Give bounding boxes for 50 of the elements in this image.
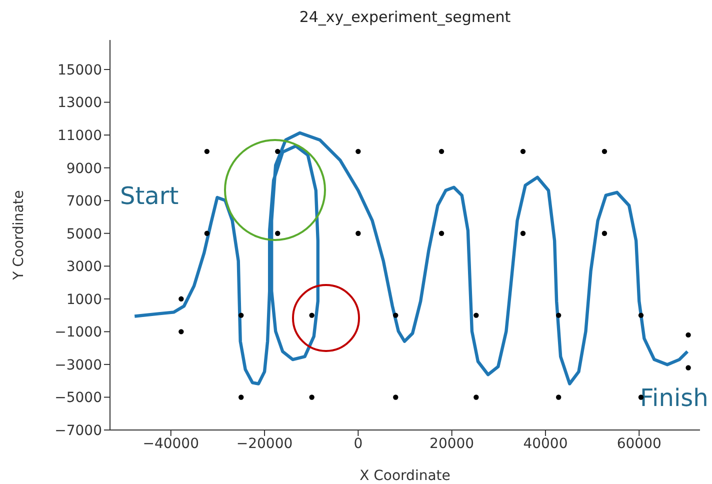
point	[520, 230, 526, 236]
chart-title: 24_xy_experiment_segment	[298, 8, 512, 26]
point	[356, 148, 361, 154]
point	[556, 312, 562, 318]
y-tick-label: −1000	[54, 324, 102, 341]
point	[474, 394, 479, 400]
point	[178, 296, 184, 302]
y-tick-label: 13000	[57, 95, 102, 112]
point	[238, 312, 244, 318]
point	[438, 148, 444, 154]
annotation: Finish	[640, 384, 708, 412]
point	[602, 148, 608, 154]
y-tick-label: 5000	[66, 226, 102, 242]
annotation: Start	[120, 182, 179, 210]
y-tick-label: −7000	[54, 422, 102, 439]
x-tick-label: −20000	[236, 436, 293, 452]
point	[309, 394, 314, 400]
point	[178, 329, 184, 334]
y-tick-label: 15000	[57, 62, 102, 78]
point	[638, 312, 644, 318]
y-tick-label: 9000	[66, 160, 102, 177]
point	[238, 394, 244, 400]
point	[686, 365, 691, 370]
y-tick-label: −3000	[54, 357, 102, 374]
point	[438, 230, 444, 236]
x-axis-title: X Coordinate	[360, 468, 450, 484]
point	[393, 312, 398, 318]
point	[275, 230, 280, 236]
point	[204, 230, 210, 236]
y-tick-label: 11000	[57, 128, 102, 144]
y-tick-label: 3000	[66, 259, 102, 276]
point	[474, 312, 479, 318]
x-tick-label: 60000	[616, 436, 662, 452]
point	[204, 148, 210, 154]
point	[556, 394, 562, 400]
point	[309, 312, 314, 318]
point	[520, 148, 526, 154]
y-tick-label: 7000	[66, 194, 102, 210]
x-tick-label: −40000	[142, 436, 200, 452]
y-tick-label: −5000	[54, 390, 102, 406]
x-tick-label: 0	[354, 436, 363, 452]
x-tick-label: 40000	[523, 436, 568, 452]
x-tick-label: 20000	[430, 436, 474, 452]
point	[393, 394, 398, 400]
point	[356, 230, 361, 236]
point	[275, 148, 280, 154]
point	[686, 332, 691, 338]
y-tick-label: 1000	[66, 292, 102, 308]
y-axis-title: Y Coordinate	[10, 190, 27, 281]
point	[602, 230, 608, 236]
